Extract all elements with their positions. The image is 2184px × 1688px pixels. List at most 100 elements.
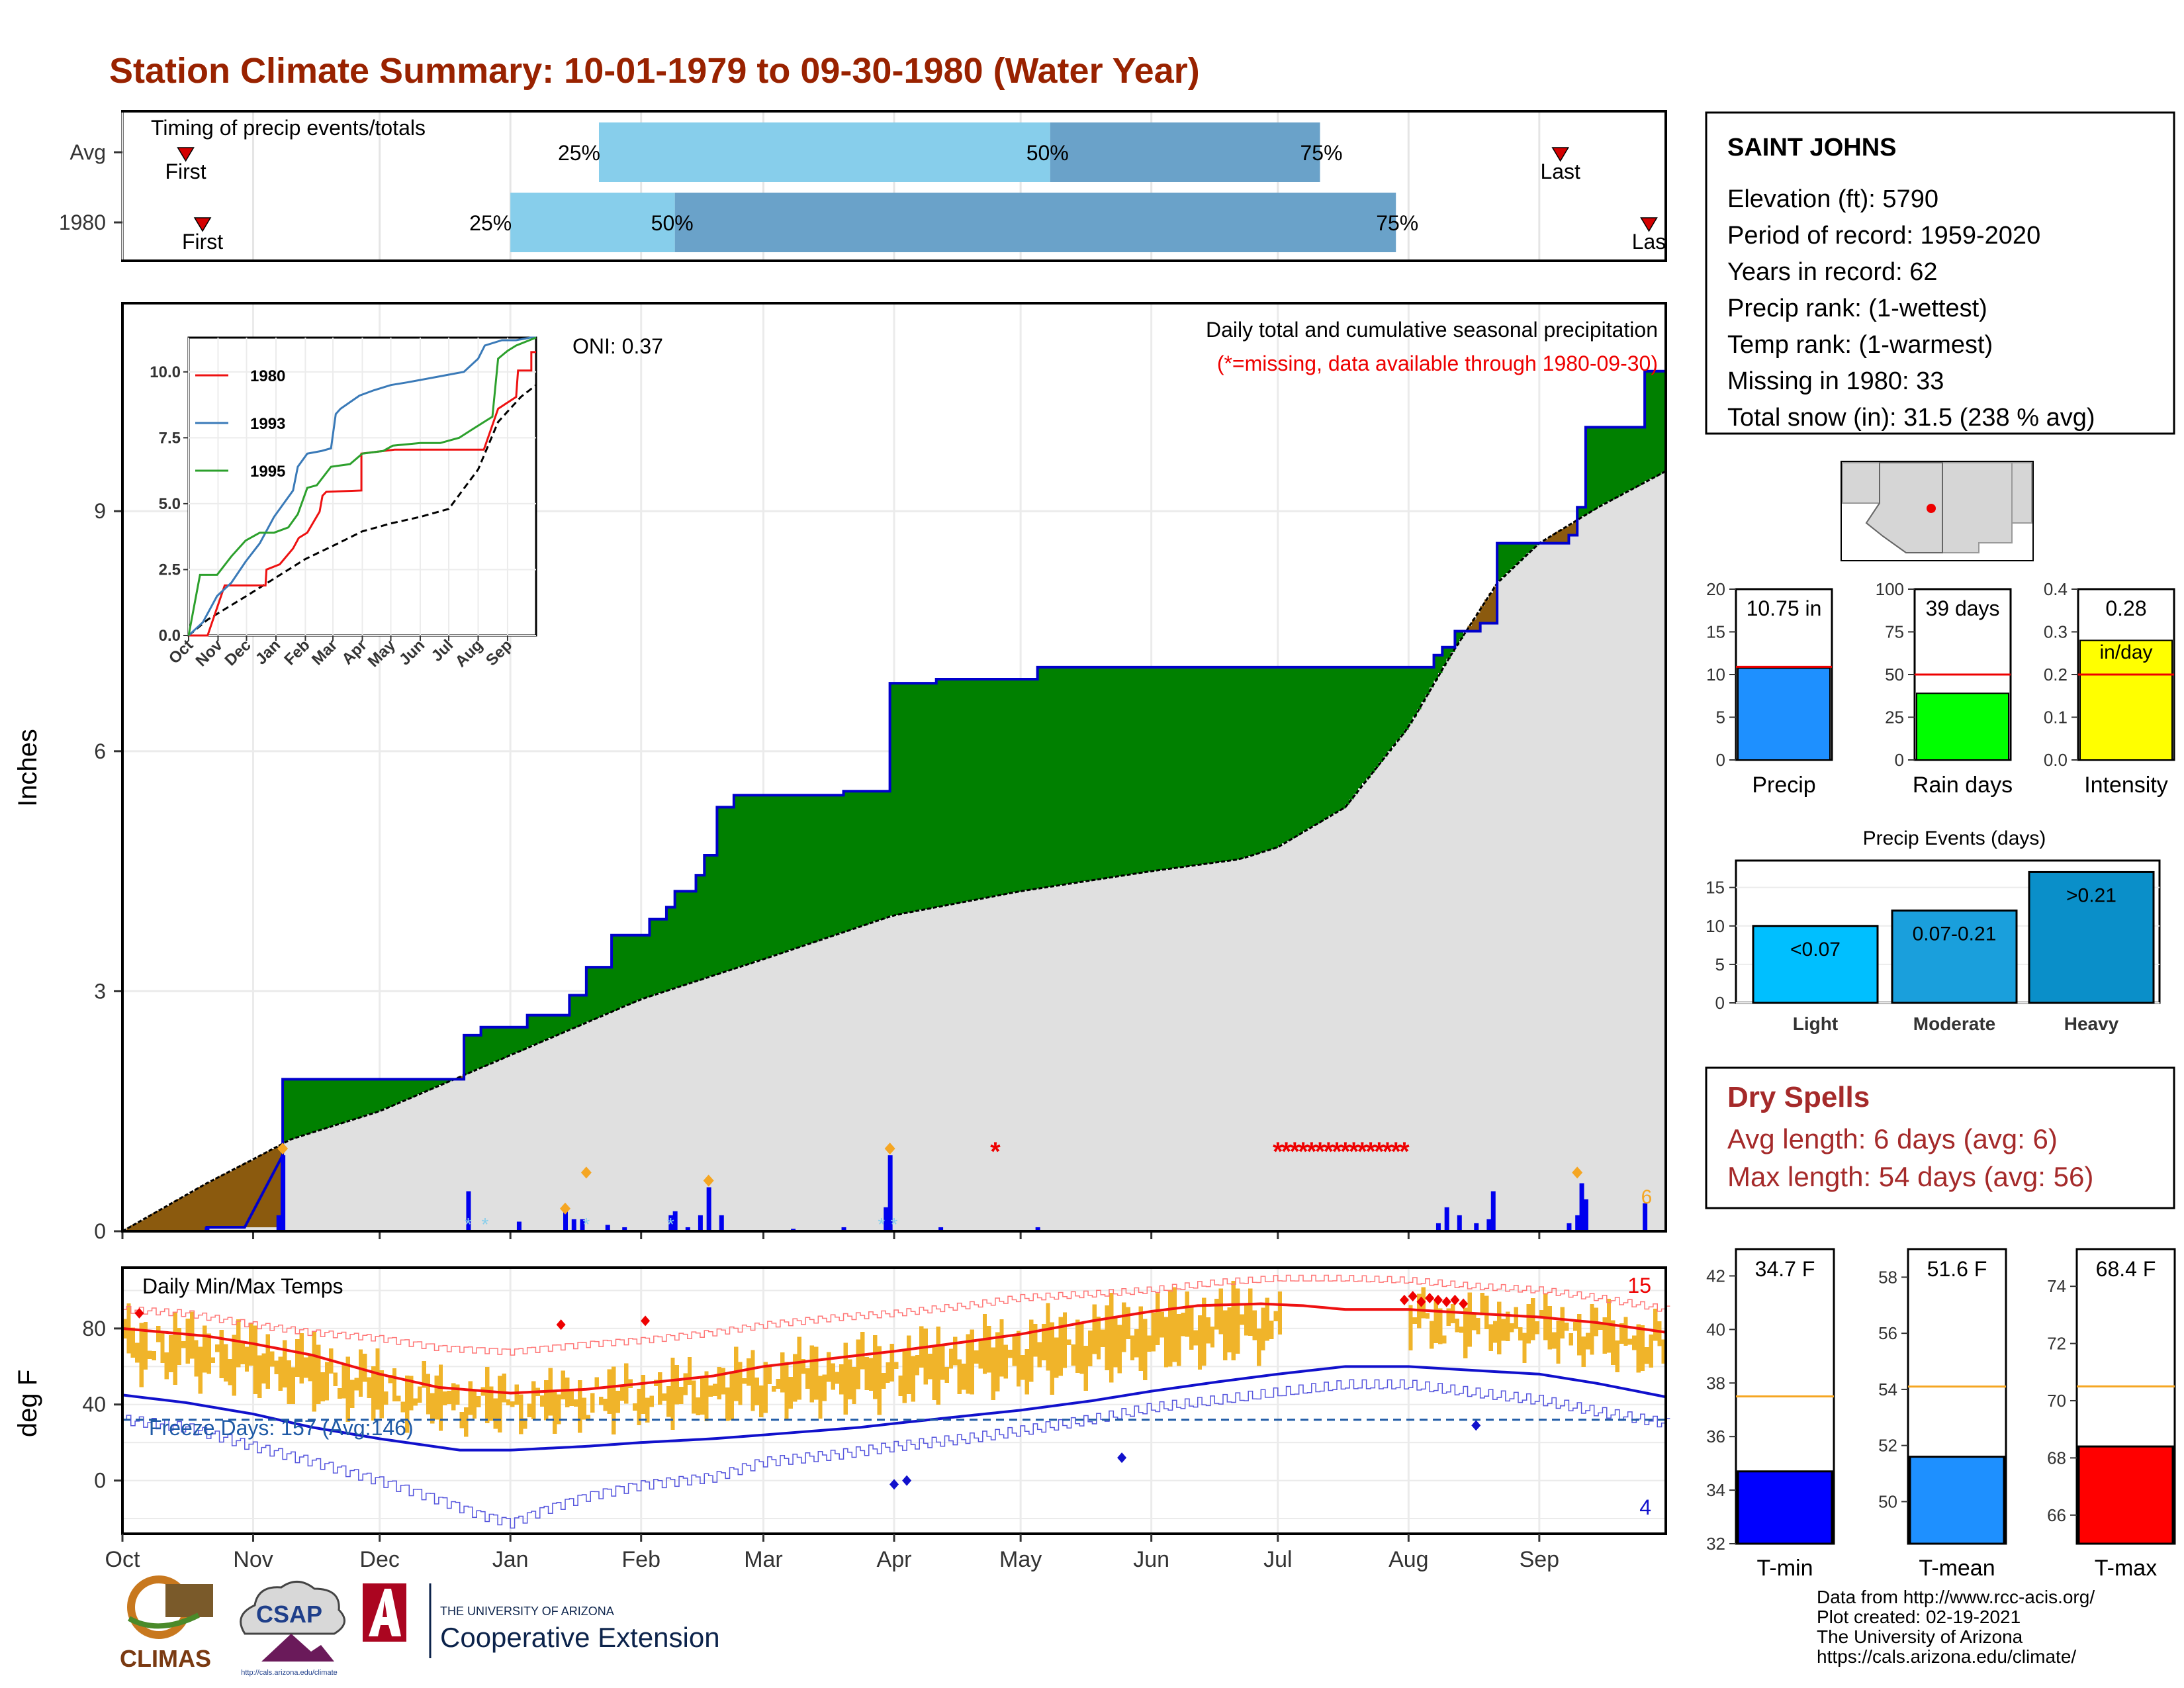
csap-url-text: http://cals.arizona.edu/climate bbox=[241, 1669, 338, 1677]
season-bar-tick-label: 25 bbox=[1885, 708, 1904, 727]
daily-precip-bar bbox=[1435, 1223, 1441, 1231]
daily-precip-bar bbox=[622, 1227, 627, 1231]
temp-bar-tick-label: 70 bbox=[2047, 1391, 2066, 1411]
temp-bar-tick-label: 32 bbox=[1706, 1534, 1725, 1554]
season-bar-tick-label: 75 bbox=[1885, 622, 1904, 642]
daily-precip-bar bbox=[685, 1227, 690, 1231]
events-y-tick-label: 10 bbox=[1706, 916, 1725, 936]
record-high-marker bbox=[1450, 1294, 1460, 1305]
snow-marker: * bbox=[465, 1214, 472, 1235]
daily-precip-bar bbox=[1486, 1219, 1492, 1231]
temp-bar-tick-label: 68 bbox=[2047, 1448, 2066, 1468]
season-bar-value-label: 10.75 in bbox=[1747, 596, 1822, 620]
precip-event-marker bbox=[1572, 1166, 1583, 1179]
daily-precip-bar bbox=[1035, 1227, 1040, 1231]
events-y-tick-label: 15 bbox=[1706, 878, 1725, 898]
inset-y-tick-label: 5.0 bbox=[159, 495, 181, 513]
season-bar-panel: 0.0 0.1 0.2 0.3 0.4 0.28 in/day Intensity bbox=[2044, 579, 2175, 798]
season-bar-category-label: Rain days bbox=[1913, 773, 2013, 798]
timing-pct-label: 50% bbox=[1026, 141, 1069, 165]
snow-marker: * bbox=[878, 1214, 885, 1235]
snow-marker: * bbox=[482, 1214, 489, 1235]
station-precip-rank: Precip rank: (1-wettest) bbox=[1727, 295, 1987, 322]
timing-panel: Avg 1980 25% 50% 75% First Last 25% 50% 75% First… bbox=[59, 110, 1667, 262]
precip-frame bbox=[121, 302, 1667, 1233]
missing-data-marker: * bbox=[1315, 1137, 1326, 1166]
missing-data-marker: * bbox=[1365, 1137, 1376, 1166]
ua-small-text: THE UNIVERSITY OF ARIZONA bbox=[440, 1605, 614, 1618]
season-bar-tick-label: 5 bbox=[1716, 708, 1725, 727]
daily-precip-bar bbox=[281, 1155, 286, 1231]
climas-logo-text: CLIMAS bbox=[120, 1645, 211, 1672]
daily-precip-bar bbox=[706, 1187, 711, 1231]
daily-precip-bar bbox=[1643, 1203, 1648, 1231]
record-low-marker bbox=[902, 1475, 912, 1486]
temp-x-tick-label: Mar bbox=[744, 1547, 783, 1572]
daily-precip-bar bbox=[1444, 1207, 1449, 1231]
inset-y-tick-label: 7.5 bbox=[159, 429, 181, 447]
daily-precip-bar bbox=[205, 1227, 210, 1231]
temp-bar-tick-label: 40 bbox=[1706, 1319, 1725, 1339]
temp-bar-tick-label: 66 bbox=[2047, 1505, 2066, 1525]
missing-data-marker: * bbox=[1390, 1137, 1401, 1166]
missing-data-marker: * bbox=[1399, 1137, 1410, 1166]
daily-precip-bar bbox=[1583, 1199, 1588, 1231]
station-name: SAINT JOHNS bbox=[1727, 134, 1896, 162]
inset-legend-label: 1993 bbox=[250, 415, 285, 433]
avg-cumulative-line bbox=[122, 470, 1666, 1233]
temp-bar-value bbox=[2077, 1445, 2174, 1545]
station-location-marker bbox=[1927, 504, 1936, 513]
missing-data-marker: * bbox=[1306, 1137, 1317, 1166]
daily-precip-bar bbox=[1567, 1223, 1572, 1231]
temp-bar-panel: 66 68 70 72 74 68.4 F T-max bbox=[2047, 1248, 2176, 1581]
missing-data-marker: * bbox=[1383, 1137, 1393, 1166]
station-period: Period of record: 1959-2020 bbox=[1727, 222, 2040, 250]
temp-x-tick-label: Nov bbox=[233, 1547, 273, 1572]
temp-bar-value bbox=[1737, 1470, 1833, 1545]
snow-marker: * bbox=[891, 1214, 898, 1235]
temp-bar-tick-label: 72 bbox=[2047, 1334, 2066, 1354]
temp-x-tick-label: Jan bbox=[492, 1547, 529, 1572]
timing-row-label: 1980 bbox=[59, 211, 106, 234]
station-frame bbox=[1705, 111, 2175, 435]
station-elevation: Elevation (ft): 5790 bbox=[1727, 185, 1938, 213]
events-bar bbox=[2028, 870, 2155, 1004]
temp-y-tick-label: 40 bbox=[82, 1393, 106, 1417]
season-bar-tick-label: 15 bbox=[1706, 622, 1725, 642]
timing-pct-label: 75% bbox=[1300, 141, 1343, 165]
events-y-tick-label: 0 bbox=[1715, 993, 1725, 1013]
precip-y-axis-label: Inches bbox=[13, 729, 42, 807]
season-bar-value-label: 39 days bbox=[1925, 596, 1999, 620]
ua-logo: THE UNIVERSITY OF ARIZONA Cooperative Ex… bbox=[363, 1583, 720, 1658]
precip-corner-label: 6 bbox=[1641, 1186, 1653, 1208]
temp-x-tick-label: Feb bbox=[621, 1547, 660, 1572]
record-high-count: 15 bbox=[1627, 1274, 1651, 1297]
station-missing: Missing in 1980: 33 bbox=[1727, 367, 1944, 395]
temp-bar-tick-label: 56 bbox=[1878, 1323, 1897, 1343]
events-category-label: Heavy bbox=[2064, 1013, 2119, 1034]
temp-bar-tick-label: 34 bbox=[1706, 1480, 1725, 1500]
temp-x-tick-label: Apr bbox=[877, 1547, 912, 1572]
credits: Data from http://www.rcc-acis.org/ Plot … bbox=[1817, 1587, 2095, 1667]
events-bar bbox=[1752, 925, 1879, 1004]
credit-line: https://cals.arizona.edu/climate/ bbox=[1817, 1646, 2076, 1667]
missing-data-marker: * bbox=[1298, 1137, 1308, 1166]
precip-y-tick-label: 9 bbox=[94, 499, 106, 523]
avg-min-line bbox=[122, 1365, 1666, 1452]
precip-events-title: Precip Events (days) bbox=[1863, 827, 2046, 849]
last-marker-icon bbox=[1551, 147, 1570, 162]
dry-spells-box: Dry Spells Avg length: 6 days (avg: 6) M… bbox=[1705, 1066, 2175, 1209]
temp-bar-panel: 32 34 36 38 40 42 34.7 F T-min bbox=[1706, 1248, 1835, 1581]
ua-a-shape-icon bbox=[369, 1589, 401, 1636]
precip-annotation: Daily total and cumulative seasonal prec… bbox=[1206, 318, 1658, 342]
precip-missing-note: (*=missing, data available through 1980-… bbox=[1217, 352, 1658, 375]
record-high-marker bbox=[556, 1319, 566, 1331]
inset-y-tick-label: 10.0 bbox=[150, 363, 181, 381]
daily-precip-bar bbox=[938, 1227, 944, 1231]
daily-precip-bar bbox=[1474, 1223, 1479, 1231]
inset-series-line bbox=[187, 336, 537, 636]
cumulative-1980-line bbox=[122, 369, 1666, 1233]
first-marker-icon bbox=[177, 147, 195, 162]
temp-bar-category-label: T-max bbox=[2095, 1556, 2157, 1581]
map-az-outline bbox=[1865, 462, 1943, 553]
